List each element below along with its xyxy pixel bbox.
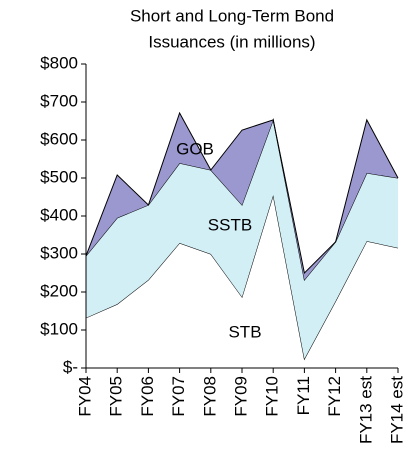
x-tick-label: FY14 est — [387, 376, 406, 444]
chart-title: Issuances (in millions) — [148, 32, 315, 51]
y-tick-label: $400 — [40, 205, 78, 224]
x-tick-label: FY09 — [231, 376, 250, 417]
y-tick-label: $600 — [40, 129, 78, 148]
x-tick-label: FY06 — [138, 376, 157, 417]
chart-title: Short and Long-Term Bond — [130, 6, 334, 25]
x-tick-label: FY04 — [75, 376, 94, 417]
x-tick-label: FY05 — [107, 376, 126, 417]
x-tick-label: FY10 — [263, 376, 282, 417]
y-tick-label: $- — [63, 357, 78, 376]
x-tick-label: FY08 — [200, 376, 219, 417]
y-tick-label: $100 — [40, 319, 78, 338]
x-tick-label: FY07 — [169, 376, 188, 417]
x-tick-label: FY13 est — [356, 376, 375, 444]
y-tick-label: $500 — [40, 167, 78, 186]
x-tick-label: FY12 — [325, 376, 344, 417]
area — [86, 113, 398, 280]
y-tick-label: $200 — [40, 281, 78, 300]
y-tick-label: $300 — [40, 243, 78, 262]
series-label: SSTB — [208, 215, 252, 234]
area-edge — [85, 111, 399, 275]
area — [86, 119, 398, 359]
series-label: STB — [228, 322, 261, 341]
y-tick-label: $800 — [40, 53, 78, 72]
area — [86, 195, 398, 368]
y-tick-label: $700 — [40, 91, 78, 110]
series-label: GOB — [176, 139, 214, 158]
x-tick-label: FY11 — [294, 376, 313, 415]
